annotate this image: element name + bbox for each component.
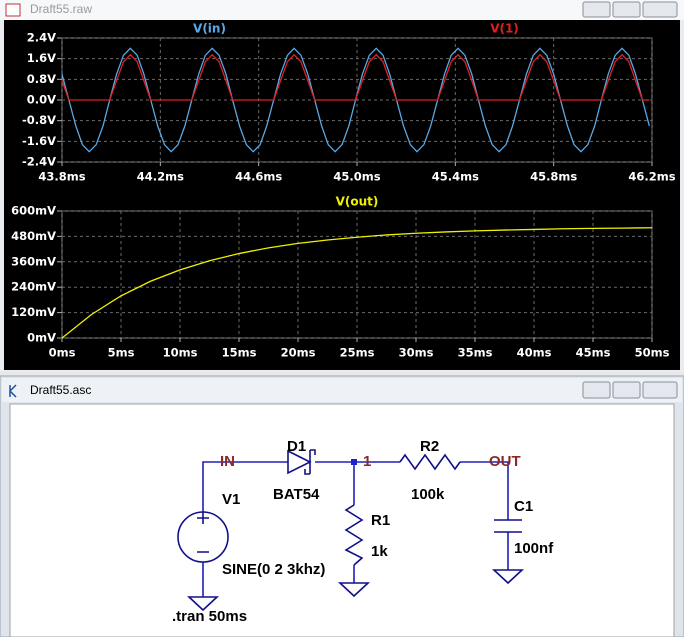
component-value: BAT54 (273, 486, 320, 503)
y-tick-label: -0.8V (22, 113, 56, 127)
y-tick-label: 0.0V (27, 93, 56, 107)
window-title: Draft55.asc (30, 383, 91, 397)
x-tick-label: 45ms (576, 346, 611, 360)
y-tick-label: -2.4V (22, 155, 56, 169)
component-name: D1 (287, 438, 306, 455)
resistor (399, 453, 461, 471)
y-tick-label: 1.6V (27, 51, 56, 65)
x-tick-label: 46.2ms (628, 170, 675, 184)
x-tick-label: 15ms (222, 346, 257, 360)
capacitor (494, 519, 522, 533)
diode (287, 449, 316, 475)
y-tick-label: 0mV (27, 331, 56, 345)
x-tick-label: 35ms (458, 346, 493, 360)
x-tick-label: 44.6ms (235, 170, 282, 184)
x-tick-label: 40ms (517, 346, 552, 360)
x-tick-label: 0ms (49, 346, 76, 360)
spice-directive: .tran 50ms (172, 608, 247, 625)
window-icon (5, 3, 21, 17)
component-value: 100nf (514, 540, 554, 557)
minimize-button[interactable] (582, 381, 611, 399)
source-polarity (197, 512, 209, 553)
x-tick-label: 45.0ms (333, 170, 380, 184)
minimize-button[interactable] (582, 1, 611, 18)
component-name: R2 (420, 438, 439, 455)
x-tick-label: 30ms (399, 346, 434, 360)
resistor (344, 504, 364, 566)
junction (351, 459, 357, 465)
x-tick-label: 44.2ms (137, 170, 184, 184)
net-label: IN (220, 453, 235, 470)
component-name: C1 (514, 498, 533, 515)
plot-pane (4, 20, 680, 370)
x-tick-label: 5ms (108, 346, 135, 360)
wire (202, 461, 509, 597)
y-tick-label: 2.4V (27, 31, 56, 45)
series-line (61, 227, 653, 339)
series-name: V(out) (336, 195, 379, 209)
window-title: Draft55.raw (30, 2, 92, 16)
maximize-button[interactable] (612, 1, 641, 18)
y-tick-label: 600mV (11, 204, 56, 218)
close-button[interactable] (642, 381, 678, 399)
x-tick-label: 45.8ms (530, 170, 577, 184)
title-bar (0, 0, 684, 20)
y-tick-label: -1.6V (22, 134, 56, 148)
schematic: IN 1 OUT D1 BAT54 R2 100k R1 1k C1 100nf… (172, 438, 554, 625)
maximize-button[interactable] (612, 381, 641, 399)
x-tick-label: 43.8ms (38, 170, 85, 184)
window-icon (9, 384, 17, 398)
y-tick-label: 120mV (11, 305, 56, 319)
x-tick-label: 25ms (340, 346, 375, 360)
series-line (61, 53, 650, 101)
component-value: 100k (411, 486, 445, 503)
title-bar (2, 378, 682, 402)
ground (186, 569, 525, 612)
series-name: V(in) (193, 22, 226, 36)
y-tick-label: 360mV (11, 254, 56, 268)
net-label: OUT (489, 453, 521, 470)
component-name: V1 (222, 491, 240, 508)
net-label: 1 (363, 453, 371, 470)
component-name: R1 (371, 512, 390, 529)
y-tick-label: 0.8V (27, 72, 56, 86)
x-tick-label: 50ms (635, 346, 670, 360)
x-tick-label: 10ms (163, 346, 198, 360)
close-button[interactable] (642, 1, 678, 18)
x-tick-label: 45.4ms (432, 170, 479, 184)
component-value: SINE(0 2 3khz) (222, 561, 325, 578)
y-tick-label: 480mV (11, 229, 56, 243)
component-value: 1k (371, 543, 388, 560)
series-name: V(1) (490, 22, 519, 36)
x-tick-label: 20ms (281, 346, 316, 360)
y-tick-label: 240mV (11, 280, 56, 294)
schematic-canvas (9, 403, 675, 637)
